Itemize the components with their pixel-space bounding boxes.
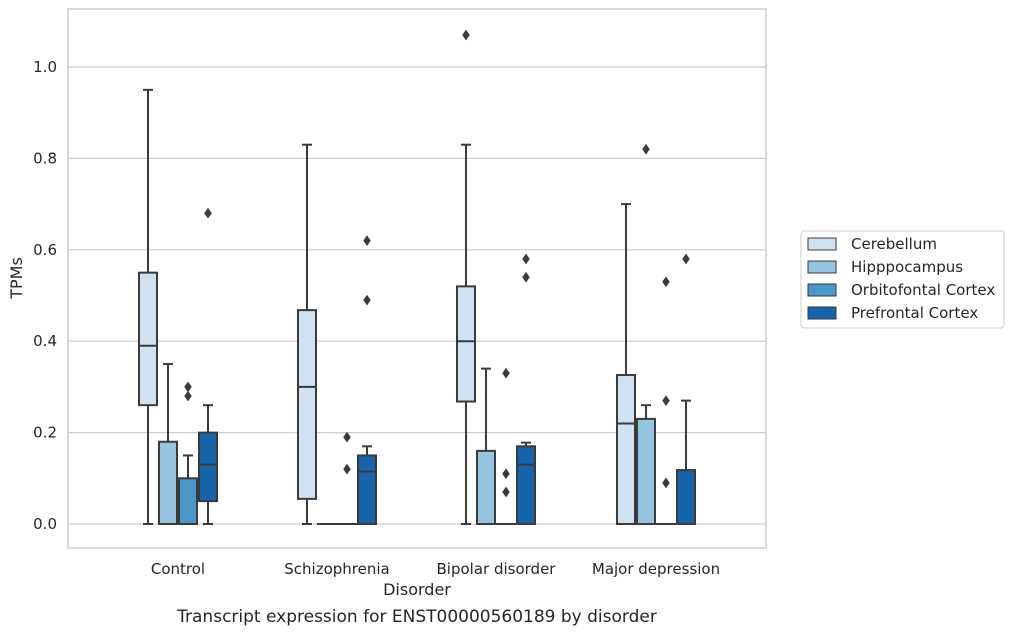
legend-swatch bbox=[807, 260, 837, 274]
y-tick-label: 0.2 bbox=[33, 424, 57, 442]
legend-label: Orbitofontal Cortex bbox=[851, 281, 995, 299]
legend-swatch bbox=[807, 237, 837, 251]
y-tick-label: 0.8 bbox=[33, 149, 57, 167]
legend-label: Hipppocampus bbox=[851, 258, 963, 276]
legend-label: Prefrontal Cortex bbox=[851, 304, 978, 322]
box-iqr bbox=[616, 374, 636, 525]
outlier-marker bbox=[462, 29, 470, 41]
outlier-marker bbox=[502, 367, 510, 379]
box-hipppocampus bbox=[636, 404, 656, 526]
x-tick-labels: Control Schizophrenia Bipolar disorder Majo… bbox=[151, 560, 720, 578]
x-tick-label: Schizophrenia bbox=[284, 560, 389, 578]
box-cerebellum bbox=[138, 88, 158, 525]
box-iqr bbox=[676, 469, 696, 526]
box-iqr bbox=[636, 417, 656, 526]
outlier-marker bbox=[184, 381, 192, 393]
x-tick-label: Control bbox=[151, 560, 205, 578]
y-tick-label: 0.4 bbox=[33, 332, 57, 350]
y-tick-label: 0.0 bbox=[33, 515, 57, 533]
box-iqr bbox=[516, 445, 536, 525]
box-cerebellum bbox=[297, 143, 317, 525]
outlier-marker bbox=[343, 463, 351, 475]
legend-label: Cerebellum bbox=[851, 235, 937, 253]
box-cerebellum bbox=[616, 203, 636, 525]
chart-caption: Transcript expression for ENST0000056018… bbox=[176, 607, 657, 627]
box-hipppocampus bbox=[476, 367, 496, 526]
box-iqr bbox=[297, 309, 317, 500]
y-tick-label: 0.6 bbox=[33, 241, 57, 259]
box-prefrontal-cortex bbox=[516, 441, 536, 525]
outlier-marker bbox=[642, 143, 650, 155]
outlier-marker bbox=[184, 390, 192, 402]
box-iqr bbox=[357, 454, 377, 526]
legend-frame bbox=[800, 230, 1005, 329]
outlier-marker bbox=[343, 431, 351, 443]
outlier-marker bbox=[662, 477, 670, 489]
box-prefrontal-cortex bbox=[198, 404, 218, 525]
box-iqr bbox=[158, 440, 178, 525]
y-axis-label: TPMs bbox=[7, 257, 26, 300]
outlier-marker bbox=[363, 235, 371, 247]
outlier-marker bbox=[682, 253, 690, 265]
outlier-marker bbox=[204, 207, 212, 219]
box-iqr bbox=[476, 449, 496, 526]
plot-area-frame bbox=[67, 8, 767, 549]
legend: Cerebellum Hipppocampus Orbitofontal Corte… bbox=[800, 230, 1005, 329]
outlier-marker bbox=[662, 395, 670, 407]
box-iqr bbox=[178, 477, 198, 525]
outlier-marker bbox=[502, 468, 510, 480]
y-tick-label: 1.0 bbox=[33, 58, 57, 76]
outlier-marker bbox=[502, 486, 510, 498]
box-prefrontal-cortex bbox=[357, 445, 377, 526]
legend-swatch bbox=[807, 306, 837, 320]
box-iqr bbox=[456, 285, 476, 403]
x-tick-label: Major depression bbox=[592, 560, 720, 578]
x-tick-label: Bipolar disorder bbox=[437, 560, 557, 578]
x-axis-label: Disorder bbox=[383, 580, 451, 599]
legend-swatch bbox=[807, 283, 837, 297]
outlier-marker bbox=[662, 276, 670, 288]
box-iqr bbox=[198, 431, 218, 503]
box-orbitofontal-cortex bbox=[178, 454, 198, 525]
box-hipppocampus bbox=[158, 363, 178, 525]
outlier-marker bbox=[522, 271, 530, 283]
outlier-marker bbox=[522, 253, 530, 265]
boxes bbox=[138, 88, 696, 526]
box-iqr bbox=[138, 271, 158, 407]
box-prefrontal-cortex bbox=[676, 399, 696, 526]
outliers bbox=[184, 29, 690, 498]
y-tick-labels: 0.0 0.2 0.4 0.6 0.8 1.0 bbox=[33, 58, 57, 533]
box-cerebellum bbox=[456, 143, 476, 525]
outlier-marker bbox=[363, 294, 371, 306]
